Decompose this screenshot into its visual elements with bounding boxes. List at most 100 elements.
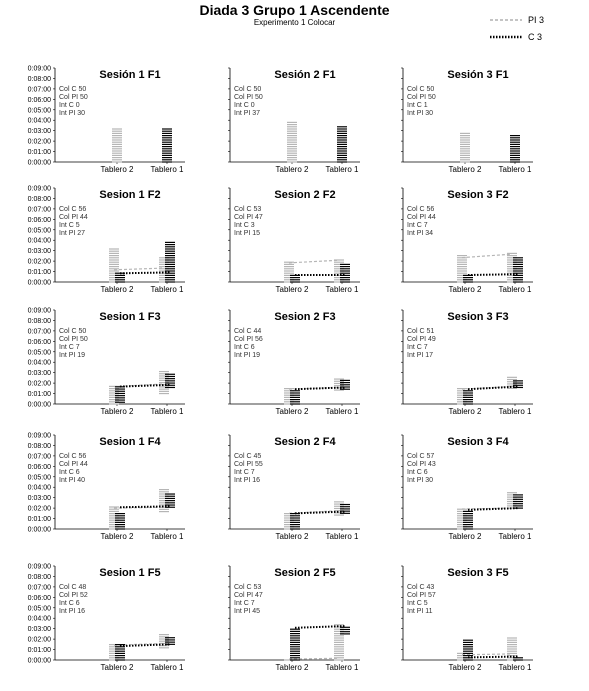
x-tick-label: Tablero 2 xyxy=(449,407,482,416)
range-bar xyxy=(337,126,347,163)
y-tick-label: 0:02:00 xyxy=(28,139,51,146)
annotation: Int PI 16 xyxy=(234,477,260,484)
x-tick-label: Tablero 1 xyxy=(151,407,184,416)
x-tick-label: Tablero 2 xyxy=(101,285,134,294)
series-line-c3 xyxy=(467,273,519,277)
x-tick-label: Tablero 1 xyxy=(326,285,359,294)
chart-panel: 0:00:00 0:01:00 0:02:00 0:03:00 0:04:00 0:05:… xyxy=(28,433,185,541)
range-bar xyxy=(115,512,125,530)
annotation: Col C 50 xyxy=(59,86,86,93)
y-tick-label: 0:03:00 xyxy=(28,495,51,502)
range-bar xyxy=(115,386,125,403)
series-line-pi3 xyxy=(288,259,340,264)
annotation: Col PI 43 xyxy=(407,461,436,468)
annotation: Col PI 47 xyxy=(234,214,263,221)
x-tick-label: Tablero 2 xyxy=(449,165,482,174)
range-bar xyxy=(510,135,520,163)
series-line-pi3 xyxy=(461,253,513,259)
annotation: Col PI 56 xyxy=(234,336,263,343)
annotation: Int C 7 xyxy=(234,469,255,476)
x-tick-label: Tablero 2 xyxy=(276,532,309,541)
annotation: Col C 57 xyxy=(407,453,434,460)
annotation: Col C 50 xyxy=(407,86,434,93)
y-tick-label: 0:03:00 xyxy=(28,128,51,135)
y-tick-label: 0:08:00 xyxy=(28,574,51,581)
x-tick-label: Tablero 2 xyxy=(276,407,309,416)
x-tick-label: Tablero 1 xyxy=(326,663,359,672)
range-bar xyxy=(159,634,169,649)
page-subtitle: Experimento 1 Colocar xyxy=(253,18,336,27)
range-bar xyxy=(290,390,300,405)
range-bar xyxy=(463,639,473,661)
chart-title: Sesion 2 F3 xyxy=(274,311,335,323)
legend: PI 3 C 3 xyxy=(490,15,544,42)
chart-title: Sesion 2 F2 xyxy=(274,189,335,201)
annotation: Int C 7 xyxy=(407,344,428,351)
chart-title: Sesión 1 F1 xyxy=(99,69,160,81)
annotation: Col C 56 xyxy=(407,206,434,213)
annotation: Int C 6 xyxy=(407,469,428,476)
y-tick-label: 0:05:00 xyxy=(28,605,51,612)
y-tick-label: 0:09:00 xyxy=(28,433,51,440)
annotation: Int PI 30 xyxy=(59,110,85,117)
annotation: Int PI 16 xyxy=(59,608,85,615)
series-line-c3 xyxy=(467,385,519,391)
chart-title: Sesion 1 F3 xyxy=(99,311,160,323)
range-bar xyxy=(290,628,300,661)
x-tick-label: Tablero 2 xyxy=(101,663,134,672)
range-bar xyxy=(513,380,523,389)
chart-title: Sesion 1 F2 xyxy=(99,189,160,201)
range-bar xyxy=(340,503,350,514)
annotation: Int C 5 xyxy=(59,222,80,229)
y-tick-label: 0:07:00 xyxy=(28,453,51,460)
y-tick-label: 0:01:00 xyxy=(28,269,51,276)
annotation: Int PI 34 xyxy=(407,230,433,237)
x-tick-label: Tablero 1 xyxy=(151,663,184,672)
annotation: Int PI 19 xyxy=(59,352,85,359)
annotation: Int C 6 xyxy=(59,469,80,476)
annotation: Int PI 30 xyxy=(407,110,433,117)
annotation: Col PI 50 xyxy=(59,94,88,101)
y-tick-label: 0:00:00 xyxy=(28,527,51,534)
y-tick-label: 0:00:00 xyxy=(28,280,51,287)
annotation: Col PI 50 xyxy=(59,336,88,343)
annotation: Int PI 30 xyxy=(407,477,433,484)
y-tick-label: 0:07:00 xyxy=(28,584,51,591)
annotation: Int C 0 xyxy=(234,102,255,109)
annotation: Col C 44 xyxy=(234,328,261,335)
x-tick-label: Tablero 2 xyxy=(449,663,482,672)
x-tick-label: Tablero 1 xyxy=(499,285,532,294)
y-tick-label: 0:04:00 xyxy=(28,485,51,492)
annotation: Int PI 17 xyxy=(407,352,433,359)
chart-title: Sesion 1 F4 xyxy=(99,436,161,448)
range-bar xyxy=(284,261,294,283)
annotation: Col C 53 xyxy=(234,584,261,591)
annotation: Int PI 27 xyxy=(59,230,85,237)
chart-title: Sesion 3 F2 xyxy=(447,189,508,201)
chart-panel: 0:00:00 0:01:00 0:02:00 0:03:00 0:04:00 0:05:… xyxy=(28,186,185,294)
x-tick-label: Tablero 1 xyxy=(151,285,184,294)
page-title: Diada 3 Grupo 1 Ascendente xyxy=(199,2,390,18)
annotation: Col C 56 xyxy=(59,453,86,460)
annotation: Int PI 15 xyxy=(234,230,260,237)
x-tick-label: Tablero 1 xyxy=(326,165,359,174)
series-line-c3 xyxy=(294,386,346,391)
range-bar xyxy=(109,248,119,283)
series-line-pi3 xyxy=(113,642,165,646)
y-tick-label: 0:02:00 xyxy=(28,637,51,644)
y-tick-label: 0:08:00 xyxy=(28,443,51,450)
range-bar xyxy=(162,128,172,163)
annotation: Col C 56 xyxy=(59,206,86,213)
annotation: Col PI 49 xyxy=(407,336,436,343)
annotation: Col C 51 xyxy=(407,328,434,335)
chart-title: Sesion 3 F3 xyxy=(447,311,508,323)
x-tick-label: Tablero 2 xyxy=(276,165,309,174)
x-tick-label: Tablero 2 xyxy=(276,663,309,672)
y-tick-label: 0:03:00 xyxy=(28,370,51,377)
